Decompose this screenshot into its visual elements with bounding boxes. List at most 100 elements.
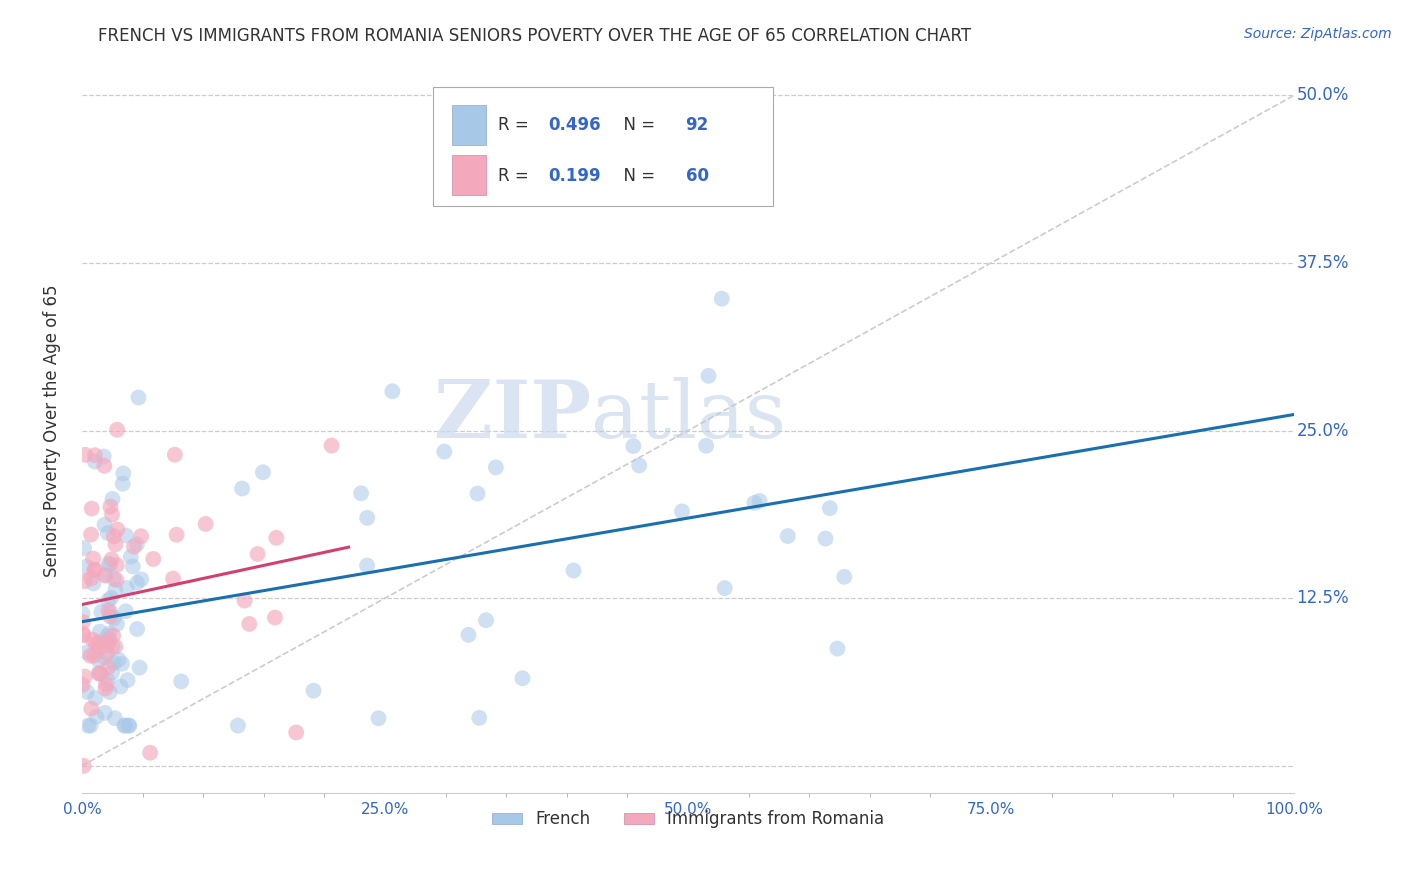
Point — [87, 665, 110, 680]
Point — [367, 711, 389, 725]
Point — [475, 613, 498, 627]
Point — [105, 523, 128, 537]
Point — [103, 572, 125, 586]
Point — [238, 616, 260, 631]
Point — [86, 710, 108, 724]
Point — [105, 573, 128, 587]
Point — [98, 626, 121, 640]
Point — [105, 423, 128, 437]
Point — [98, 609, 121, 624]
Point — [104, 640, 127, 654]
Point — [163, 448, 186, 462]
Point — [776, 529, 799, 543]
Point — [73, 541, 96, 555]
Point — [94, 567, 117, 582]
Point — [103, 628, 125, 642]
Text: 37.5%: 37.5% — [1296, 254, 1348, 272]
Point — [252, 465, 274, 479]
Point — [83, 648, 105, 663]
Point — [457, 628, 479, 642]
Point — [433, 444, 456, 458]
Point — [97, 593, 120, 607]
Point — [76, 685, 98, 699]
Point — [166, 527, 188, 541]
Point — [834, 570, 856, 584]
Point — [695, 439, 717, 453]
Point — [101, 491, 124, 506]
Point — [468, 711, 491, 725]
Point — [84, 637, 107, 651]
Point — [381, 384, 404, 399]
Text: Source: ZipAtlas.com: Source: ZipAtlas.com — [1244, 27, 1392, 41]
FancyBboxPatch shape — [433, 87, 773, 206]
Text: 25.0%: 25.0% — [1296, 422, 1348, 440]
Point — [142, 552, 165, 566]
Point — [103, 529, 125, 543]
Point — [120, 549, 142, 564]
Point — [233, 593, 256, 607]
Point — [302, 683, 325, 698]
Point — [356, 558, 378, 573]
Point — [72, 678, 94, 692]
Point — [814, 532, 837, 546]
Point — [246, 547, 269, 561]
Point — [87, 666, 110, 681]
Point — [104, 711, 127, 725]
Point — [115, 528, 138, 542]
Point — [98, 685, 121, 699]
Point — [226, 718, 249, 732]
Point — [83, 563, 105, 577]
Point — [231, 482, 253, 496]
Point — [94, 650, 117, 665]
Point — [77, 718, 100, 732]
Point — [118, 718, 141, 732]
Point — [80, 571, 103, 585]
Point — [73, 669, 96, 683]
Point — [103, 656, 125, 670]
Point — [100, 591, 122, 605]
Point — [97, 526, 120, 541]
Point — [748, 494, 770, 508]
Point — [104, 582, 127, 597]
Point — [194, 516, 217, 531]
Point — [76, 559, 98, 574]
Point — [117, 673, 139, 687]
Point — [72, 607, 94, 621]
Point — [101, 640, 124, 654]
Point — [105, 617, 128, 632]
Point — [112, 718, 135, 732]
Point — [744, 496, 766, 510]
Text: R =: R = — [498, 167, 534, 185]
Point — [79, 718, 101, 732]
Point — [96, 673, 118, 687]
Point — [98, 558, 121, 572]
Point — [82, 632, 104, 647]
Point — [98, 500, 121, 514]
Text: N =: N = — [613, 167, 661, 185]
Point — [628, 458, 651, 473]
Point — [671, 504, 693, 518]
Point — [111, 476, 134, 491]
Point — [129, 529, 152, 543]
Point — [128, 660, 150, 674]
Point — [83, 454, 105, 468]
Point — [170, 674, 193, 689]
Point — [264, 610, 287, 624]
Point — [139, 746, 162, 760]
Point — [93, 458, 115, 473]
Text: 50.0%: 50.0% — [1296, 87, 1348, 104]
Point — [80, 701, 103, 715]
Text: N =: N = — [613, 116, 661, 134]
Point — [118, 718, 141, 732]
Text: 60: 60 — [686, 167, 709, 185]
Point — [72, 626, 94, 640]
Point — [121, 559, 143, 574]
Text: 12.5%: 12.5% — [1296, 590, 1350, 607]
Point — [94, 568, 117, 582]
Point — [512, 671, 534, 685]
Text: atlas: atlas — [591, 377, 786, 455]
Point — [72, 615, 94, 629]
Point — [321, 439, 343, 453]
Point — [80, 501, 103, 516]
Point — [127, 391, 149, 405]
